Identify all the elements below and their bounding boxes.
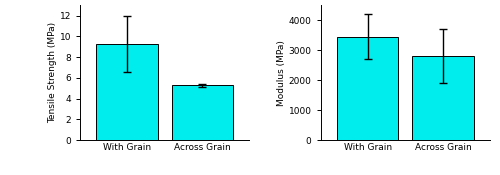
Y-axis label: Modulus (MPa): Modulus (MPa): [277, 40, 286, 106]
Bar: [96, 44, 158, 140]
Bar: [412, 56, 474, 140]
Y-axis label: Tensile Strength (MPa): Tensile Strength (MPa): [48, 22, 56, 123]
Bar: [172, 85, 233, 140]
Bar: [337, 37, 398, 140]
